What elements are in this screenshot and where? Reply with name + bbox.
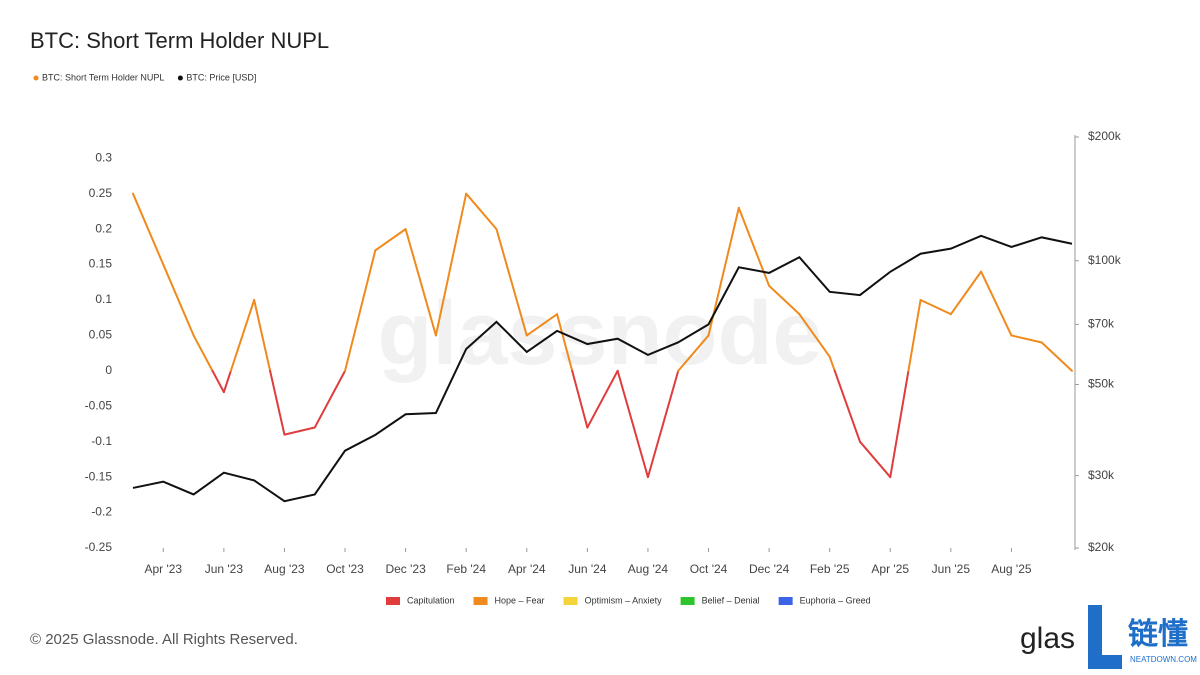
x-tick-label: Oct '24	[690, 562, 728, 576]
nupl-segment	[828, 355, 836, 372]
nupl-segment	[858, 440, 892, 479]
nupl-segment	[833, 369, 861, 443]
x-tick-label: Feb '25	[810, 562, 850, 576]
nupl-segment	[586, 369, 619, 429]
nupl-segment	[283, 426, 316, 436]
y-tick-label: 0	[105, 363, 112, 377]
nupl-segment	[556, 313, 574, 372]
y2-tick-label: $30k	[1088, 468, 1115, 482]
nupl-segment	[465, 192, 498, 231]
brand-mark	[1088, 605, 1122, 669]
brand-url: NEATDOWN.COM	[1130, 655, 1197, 664]
x-tick-label: Aug '25	[991, 562, 1032, 576]
y2-tick-label: $50k	[1088, 377, 1115, 391]
brand: 链懂	[1128, 617, 1188, 651]
nupl-segment	[313, 369, 347, 429]
y-tick-label: -0.05	[85, 398, 113, 412]
nupl-segment	[374, 228, 407, 252]
x-tick-label: Aug '24	[628, 562, 669, 576]
zone-label: Euphoria – Greed	[800, 595, 871, 605]
nupl-segment	[192, 334, 214, 372]
nupl-segment	[211, 369, 225, 394]
x-tick-label: Jun '25	[932, 562, 971, 576]
zone-swatch	[386, 597, 400, 605]
zone-label: Belief – Denial	[702, 595, 760, 605]
nupl-segment	[525, 313, 559, 337]
nupl-segment	[907, 298, 922, 372]
y-tick-label: 0.2	[95, 221, 112, 235]
nupl-segment	[889, 369, 910, 479]
nupl-segment	[737, 206, 771, 287]
legend-label: BTC: Price [USD]	[186, 72, 256, 82]
x-tick-label: Apr '24	[508, 562, 546, 576]
nupl-segment	[222, 369, 232, 394]
x-tick-label: Feb '24	[446, 562, 486, 576]
x-tick-label: Oct '23	[326, 562, 364, 576]
nupl-segment	[616, 369, 649, 479]
x-tick-label: Aug '23	[264, 562, 305, 576]
nupl-segment	[980, 270, 1013, 337]
y-tick-label: 0.25	[89, 186, 113, 200]
y2-tick-label: $200k	[1088, 129, 1122, 143]
nupl-segment	[495, 228, 528, 337]
nupl-segment	[229, 298, 256, 372]
y2-tick-label: $100k	[1088, 253, 1122, 267]
y2-tick-label: $70k	[1088, 317, 1115, 331]
nupl-segment	[919, 298, 952, 316]
x-tick-label: Jun '23	[205, 562, 244, 576]
x-tick-label: Apr '23	[144, 562, 182, 576]
x-tick-label: Dec '24	[749, 562, 790, 576]
nupl-segment	[1040, 341, 1073, 372]
nupl-segment	[162, 263, 195, 337]
zone-swatch	[680, 597, 695, 605]
watermark: glassnode	[377, 284, 822, 384]
chart-title: BTC: Short Term Holder NUPL	[30, 28, 329, 53]
zone-label: Hope – Fear	[495, 595, 545, 605]
y-tick-label: -0.1	[91, 434, 112, 448]
price-line	[132, 234, 1073, 503]
y2-tick-label: $20k	[1088, 540, 1115, 554]
nupl-segment	[768, 284, 801, 316]
zone-swatch	[563, 597, 578, 605]
x-tick-label: Dec '23	[385, 562, 426, 576]
nupl-segment	[677, 334, 710, 372]
y-tick-label: -0.25	[85, 540, 113, 554]
footer-logo: glas	[1020, 622, 1075, 655]
nupl-segment	[646, 369, 680, 479]
nupl-segment	[253, 298, 272, 372]
nupl-segment	[344, 249, 377, 372]
y-tick-label: -0.15	[85, 469, 113, 483]
nupl-segment	[949, 270, 983, 316]
y-tick-label: 0.1	[95, 292, 112, 306]
x-tick-label: Apr '25	[871, 562, 909, 576]
y-tick-label: 0.3	[95, 150, 112, 164]
nupl-segment	[434, 192, 468, 337]
zone-swatch	[473, 597, 488, 605]
copyright: © 2025 Glassnode. All Rights Reserved.	[30, 631, 298, 648]
y-tick-label: -0.2	[91, 505, 112, 519]
zone-label: Capitulation	[407, 595, 455, 605]
nupl-segment	[404, 228, 437, 337]
legend-label: BTC: Short Term Holder NUPL	[42, 72, 164, 82]
legend-dot	[33, 75, 39, 81]
y-tick-label: 0.05	[89, 328, 113, 342]
zone-label: Optimism – Anxiety	[585, 595, 663, 605]
nupl-segment	[571, 369, 589, 429]
zone-swatch	[778, 597, 793, 605]
nupl-segment	[269, 369, 286, 436]
nupl-segment	[132, 192, 165, 266]
x-tick-label: Jun '24	[568, 562, 607, 576]
legend-dot	[177, 75, 183, 81]
nupl-segment	[1010, 334, 1043, 344]
y-tick-label: 0.15	[89, 257, 113, 271]
nupl-segment	[798, 313, 831, 358]
